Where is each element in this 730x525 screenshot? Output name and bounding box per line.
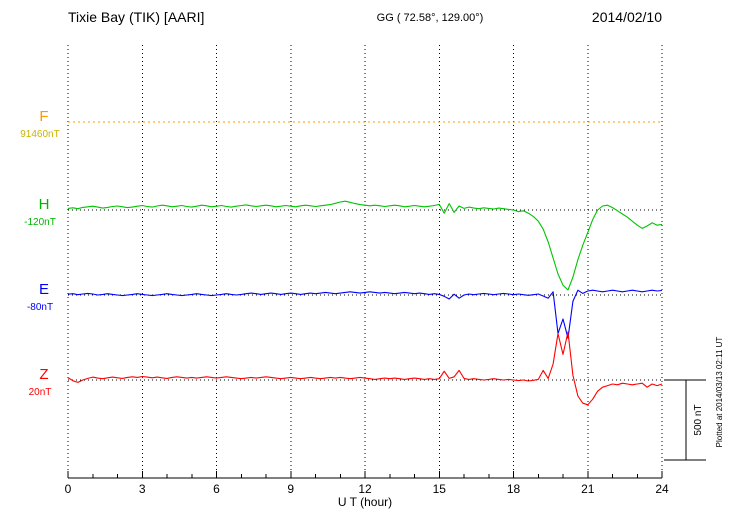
series-line-E bbox=[67, 289, 663, 339]
x-tick-label: 24 bbox=[655, 482, 669, 496]
date-label: 2014/02/10 bbox=[592, 9, 662, 25]
component-label-H: H bbox=[39, 196, 50, 213]
scale-bar-label: 500 nT bbox=[693, 404, 704, 435]
x-tick-label: 12 bbox=[358, 482, 372, 496]
component-label-F: F bbox=[39, 108, 48, 125]
x-tick-label: 9 bbox=[287, 482, 294, 496]
component-ref-Z: 20nT bbox=[29, 387, 52, 398]
series-line-Z bbox=[67, 331, 663, 406]
component-label-E: E bbox=[39, 281, 49, 298]
component-label-Z: Z bbox=[39, 366, 48, 383]
x-tick-label: 18 bbox=[507, 482, 521, 496]
plotted-at-note: Plotted at 2014/03/13 02:11 UT bbox=[715, 337, 724, 448]
x-axis-title: U T (hour) bbox=[338, 495, 392, 509]
x-tick-label: 6 bbox=[213, 482, 220, 496]
station-title: Tixie Bay (TIK) [AARI] bbox=[68, 9, 204, 25]
x-tick-label: 0 bbox=[65, 482, 72, 496]
series-line-H bbox=[67, 200, 663, 291]
plot-layer: 0 3 6 9 12 15 18 21 24 bbox=[65, 45, 706, 496]
x-tick-label: 21 bbox=[581, 482, 595, 496]
x-tick-label: 3 bbox=[139, 482, 146, 496]
component-ref-E: -80nT bbox=[27, 302, 53, 313]
component-ref-H: -120nT bbox=[24, 217, 56, 228]
component-ref-F: 91460nT bbox=[20, 129, 59, 140]
coordinates-label: GG ( 72.58°, 129.00°) bbox=[377, 12, 484, 24]
x-tick-label: 15 bbox=[433, 482, 447, 496]
